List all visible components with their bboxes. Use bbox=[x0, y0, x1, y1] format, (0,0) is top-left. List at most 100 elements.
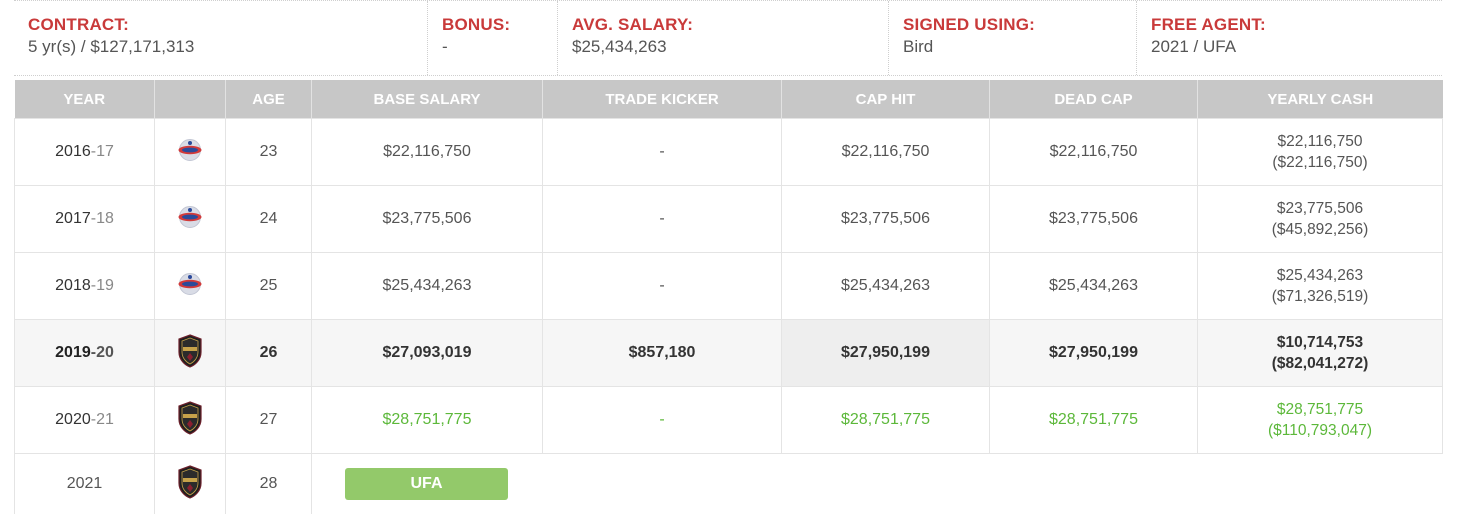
age-cell: 26 bbox=[225, 319, 312, 387]
season-separator: - bbox=[90, 411, 97, 428]
base-salary-cell: $27,093,019 bbox=[311, 319, 543, 387]
season-end: 20 bbox=[96, 344, 114, 361]
pistons-logo-icon bbox=[178, 272, 202, 301]
base-salary-cell: $22,116,750 bbox=[311, 118, 543, 186]
base-salary-cell: $23,775,506 bbox=[311, 185, 543, 253]
season-separator: - bbox=[90, 277, 97, 294]
season-separator: - bbox=[90, 143, 97, 160]
yearly-cash-value: $23,775,506 bbox=[1276, 200, 1364, 217]
cap-hit-cell: $28,751,775 bbox=[781, 386, 990, 454]
free-agent-summary-item: FREE AGENT: 2021 / UFA bbox=[1137, 1, 1442, 75]
season-start: 2016 bbox=[55, 143, 91, 160]
signed-using-label: SIGNED USING: bbox=[903, 15, 1036, 34]
season-separator: - bbox=[90, 210, 97, 227]
yearly-cash-column-header[interactable]: YEARLY CASH bbox=[1197, 80, 1443, 119]
trade-kicker-cell: - bbox=[542, 185, 782, 253]
yearly-cash-value: $28,751,775 bbox=[1276, 401, 1364, 418]
cap-hit-cell: $23,775,506 bbox=[781, 185, 990, 253]
season-start: 2019 bbox=[55, 344, 91, 361]
contract-table: YEAR AGE BASE SALARY TRADE KICKER CAP HI… bbox=[14, 80, 1443, 514]
dead-cap-cell: $25,434,263 bbox=[989, 252, 1198, 320]
cavaliers-logo-icon bbox=[177, 464, 203, 504]
cap-hit-cell: $25,434,263 bbox=[781, 252, 990, 320]
free-agent-value: 2021 / UFA bbox=[1151, 37, 1237, 56]
year-cell: 2019-20 bbox=[14, 319, 155, 387]
pistons-logo-icon bbox=[178, 138, 202, 167]
season-start: 2018 bbox=[55, 277, 91, 294]
age-cell: 24 bbox=[225, 185, 312, 253]
age-cell: 25 bbox=[225, 252, 312, 320]
cap-hit-column-header[interactable]: CAP HIT bbox=[781, 80, 990, 119]
team-column-header bbox=[154, 80, 226, 119]
free-agent-label: FREE AGENT: bbox=[1151, 15, 1266, 34]
age-cell: 27 bbox=[225, 386, 312, 454]
trade-kicker-cell: - bbox=[542, 118, 782, 186]
trade-kicker-cell: - bbox=[542, 386, 782, 454]
cumulative-cash-value: ($45,892,256) bbox=[1271, 221, 1369, 238]
team-cell bbox=[154, 252, 226, 320]
avg-salary-summary-item: AVG. SALARY: $25,434,263 bbox=[558, 1, 889, 75]
cap-hit-cell: $27,950,199 bbox=[781, 319, 990, 387]
base-salary-column-header[interactable]: BASE SALARY bbox=[311, 80, 543, 119]
dead-cap-cell: $28,751,775 bbox=[989, 386, 1198, 454]
bonus-label: BONUS: bbox=[442, 15, 511, 34]
yearly-cash-cell: $25,434,263 ($71,326,519) bbox=[1197, 252, 1443, 320]
cavaliers-logo-icon bbox=[177, 400, 203, 440]
avg-salary-value: $25,434,263 bbox=[572, 37, 667, 56]
season-start: 2020 bbox=[55, 411, 91, 428]
yearly-cash-value: $25,434,263 bbox=[1276, 267, 1364, 284]
table-row: 2021 28 UFA bbox=[14, 453, 1443, 515]
season-end: 17 bbox=[96, 143, 114, 160]
cumulative-cash-value: ($82,041,272) bbox=[1271, 355, 1369, 372]
season-end: 21 bbox=[96, 411, 114, 428]
table-header-row: YEAR AGE BASE SALARY TRADE KICKER CAP HI… bbox=[14, 80, 1443, 119]
team-cell bbox=[154, 118, 226, 186]
avg-salary-label: AVG. SALARY: bbox=[572, 15, 694, 34]
table-row: 2017-18 24 $23,775,506- $23,775,506 $23,775,… bbox=[14, 185, 1443, 253]
table-row: 2020-21 27 $28,751,775- $28,751,775 $28,751,… bbox=[14, 386, 1443, 454]
age-cell: 23 bbox=[225, 118, 312, 186]
dead-cap-cell: $22,116,750 bbox=[989, 118, 1198, 186]
base-salary-cell: $25,434,263 bbox=[311, 252, 543, 320]
team-cell bbox=[154, 185, 226, 253]
contract-summary-item: CONTRACT: 5 yr(s) / $127,171,313 bbox=[14, 1, 428, 75]
contract-label: CONTRACT: bbox=[28, 15, 129, 34]
year-column-header[interactable]: YEAR bbox=[14, 80, 155, 119]
cap-hit-cell: $22,116,750 bbox=[781, 118, 990, 186]
signed-using-value: Bird bbox=[903, 37, 934, 56]
cavaliers-logo-icon bbox=[177, 333, 203, 373]
season-end: 18 bbox=[96, 210, 114, 227]
bonus-summary-item: BONUS: - bbox=[428, 1, 558, 75]
team-cell bbox=[154, 319, 226, 387]
yearly-cash-cell: $22,116,750 ($22,116,750) bbox=[1197, 118, 1443, 186]
year-cell: 2017-18 bbox=[14, 185, 155, 253]
year-cell: 2018-19 bbox=[14, 252, 155, 320]
year-cell: 2016-17 bbox=[14, 118, 155, 186]
cumulative-cash-value: ($110,793,047) bbox=[1268, 422, 1372, 439]
dead-cap-column-header[interactable]: DEAD CAP bbox=[989, 80, 1198, 119]
dead-cap-cell: $27,950,199 bbox=[989, 319, 1198, 387]
ufa-badge: UFA bbox=[345, 468, 508, 500]
trade-kicker-column-header[interactable]: TRADE KICKER bbox=[542, 80, 782, 119]
season-start: 2017 bbox=[55, 210, 91, 227]
year-cell: 2021 bbox=[14, 453, 155, 514]
year-cell: 2020-21 bbox=[14, 386, 155, 454]
yearly-cash-value: $22,116,750 bbox=[1277, 133, 1363, 150]
team-cell bbox=[154, 453, 226, 514]
contract-panel: CONTRACT: 5 yr(s) / $127,171,313 BONUS: … bbox=[14, 0, 1443, 514]
free-agency-cell: UFA bbox=[312, 454, 1443, 515]
team-cell bbox=[154, 386, 226, 454]
yearly-cash-cell: $28,751,775 ($110,793,047) bbox=[1197, 386, 1443, 454]
contract-value: 5 yr(s) / $127,171,313 bbox=[28, 37, 195, 56]
age-column-header[interactable]: AGE bbox=[225, 80, 312, 119]
season-separator: - bbox=[90, 344, 97, 361]
cumulative-cash-value: ($22,116,750) bbox=[1272, 154, 1368, 171]
pistons-logo-icon bbox=[178, 205, 202, 234]
table-row: 2018-19 25 $25,434,263- $25,434,263 $25,434,… bbox=[14, 252, 1443, 320]
table-row: 2016-17 23 $22,116,750- $22,116,750 $22,116,… bbox=[14, 118, 1443, 186]
season-end: 19 bbox=[96, 277, 114, 294]
cumulative-cash-value: ($71,326,519) bbox=[1271, 288, 1369, 305]
trade-kicker-cell: - bbox=[542, 252, 782, 320]
trade-kicker-cell: $857,180 bbox=[542, 319, 782, 387]
table-row: 2019-20 26 $27,093,019 $857,180 $27,950,199 $… bbox=[14, 319, 1443, 387]
